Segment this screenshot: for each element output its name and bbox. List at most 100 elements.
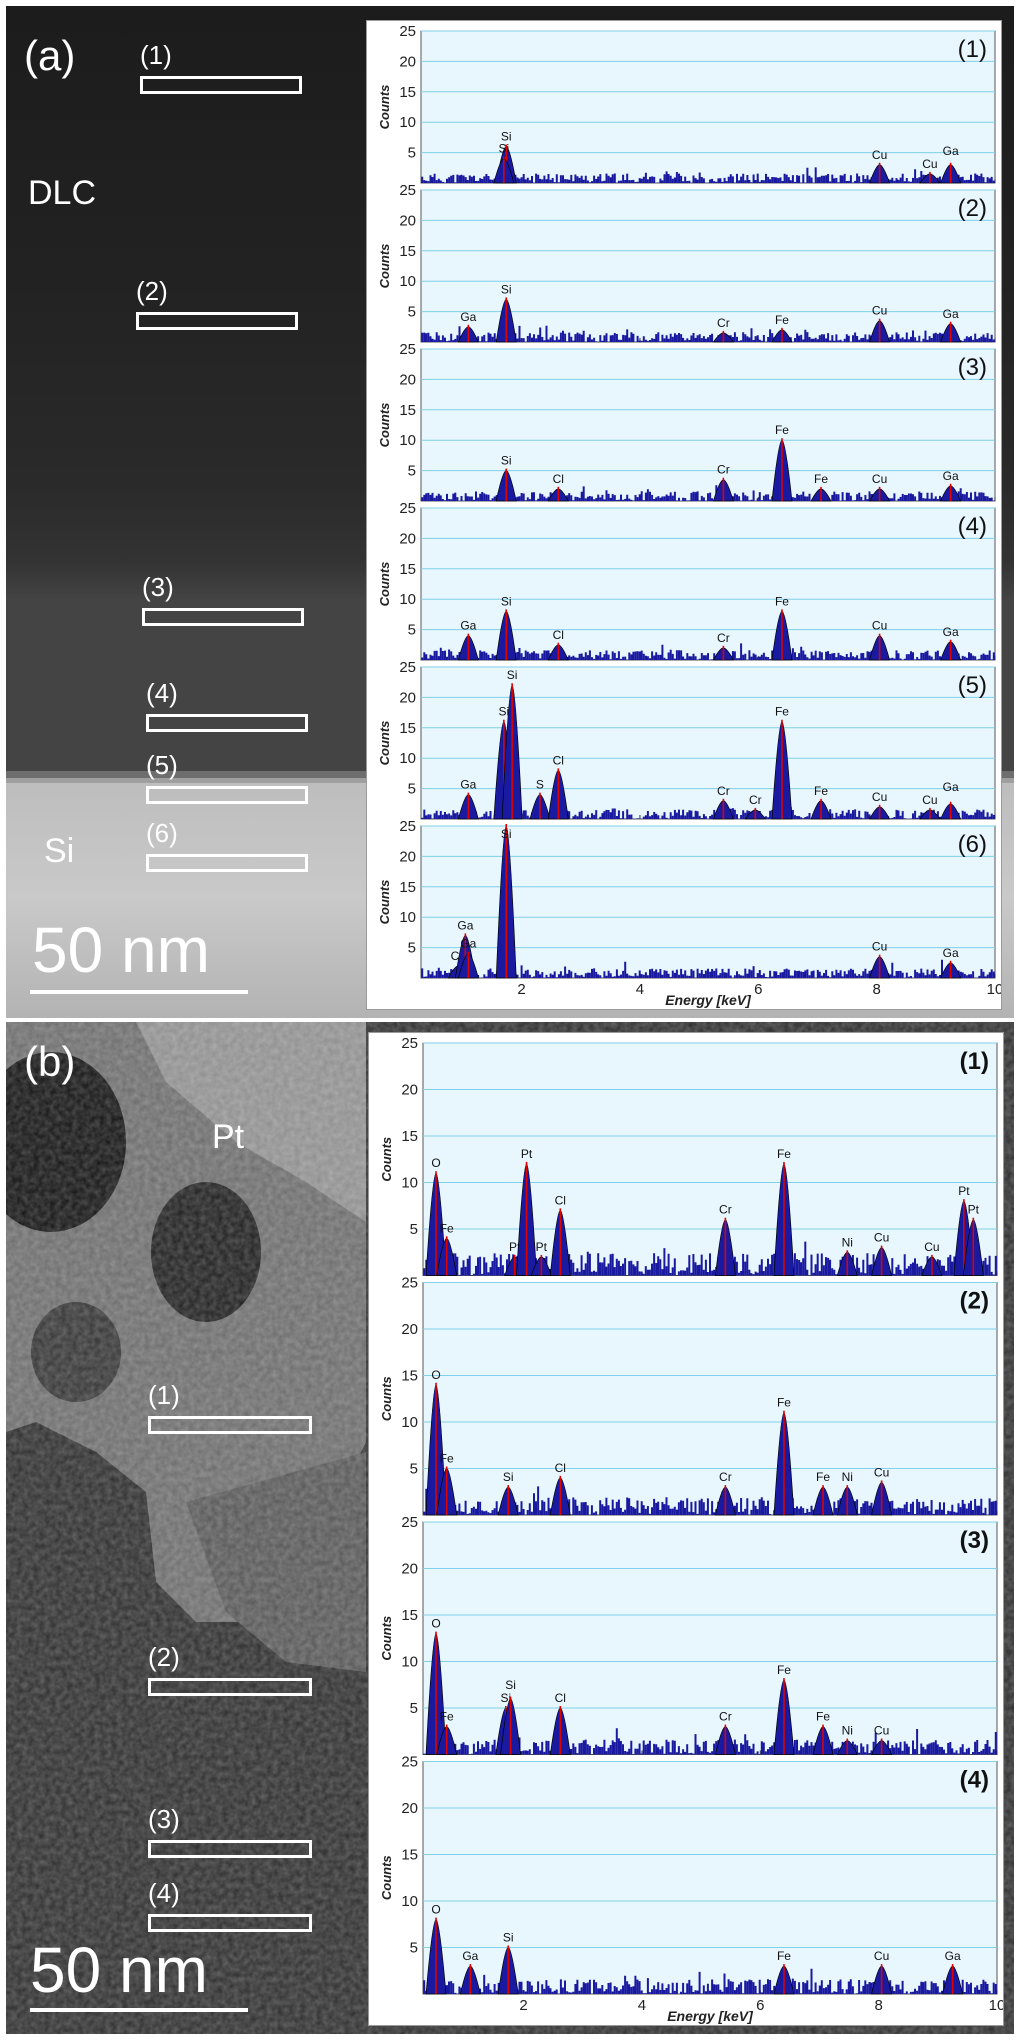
x-tick-label: 4 <box>638 1997 646 2014</box>
peak-label: Ga <box>462 1949 478 1963</box>
plot-area <box>420 189 996 343</box>
y-tick-label: 20 <box>401 1082 418 1099</box>
y-axis-label: Counts <box>379 1616 394 1661</box>
peak-label: Fe <box>814 472 828 486</box>
peak-label: Cl <box>555 1691 566 1705</box>
region-box <box>148 1416 312 1434</box>
peak-label: Fe <box>440 1452 454 1466</box>
peak-label: Ga <box>460 937 476 951</box>
peak-label: O <box>431 1156 440 1170</box>
y-tick-label: 25 <box>401 1754 418 1771</box>
spectrum-label: (1) <box>960 1048 989 1075</box>
peak-label: Si <box>507 668 518 682</box>
pt-layer-label: Pt <box>212 1118 245 1156</box>
peak-label: Fe <box>816 1470 830 1484</box>
y-tick-label: 15 <box>399 84 416 101</box>
y-tick-label: 25 <box>399 659 416 676</box>
peak-label: Ga <box>943 144 959 158</box>
y-axis-label: Counts <box>377 85 392 130</box>
peak-label: Si <box>499 142 510 156</box>
background-counts <box>421 325 995 342</box>
y-tick-label: 10 <box>399 114 416 131</box>
scale-bar <box>30 2008 248 2012</box>
peak-label: Ni <box>842 1470 853 1484</box>
y-tick-label: 25 <box>401 1035 418 1052</box>
y-tick-label: 20 <box>401 1800 418 1817</box>
peak-label: Cl <box>553 472 564 486</box>
peak-label: Fe <box>775 594 789 608</box>
y-axis-label: Counts <box>377 403 392 448</box>
y-tick-label: 10 <box>401 1175 418 1192</box>
x-tick-label: 2 <box>517 981 525 998</box>
spectrum-label: (4) <box>958 513 987 540</box>
region-label: (1) <box>140 40 172 70</box>
peak-label: Cu <box>872 619 887 633</box>
y-tick-label: 25 <box>399 818 416 835</box>
peak-label: Ga <box>943 307 959 321</box>
region-box <box>142 608 304 626</box>
peak-label: Cu <box>872 790 887 804</box>
panel-b-letter: (b) <box>24 1038 76 1085</box>
plot-area <box>420 348 996 502</box>
peak-label: Cr <box>717 463 730 477</box>
y-tick-label: 25 <box>401 1275 418 1292</box>
y-tick-label: 5 <box>408 781 416 798</box>
peak-label: Si <box>501 282 512 296</box>
peak-label: Cu <box>874 1724 889 1738</box>
peak-label: Si <box>499 705 510 719</box>
peak-label: Cu <box>872 940 887 954</box>
y-tick-label: 15 <box>399 720 416 737</box>
peak-label: Cu <box>922 793 937 807</box>
spectrum-3: 5 10 15 20 25 Counts (3) Si Cl Cr Fe Fe Cu Ga <box>377 341 996 502</box>
peak-label: Ga <box>943 469 959 483</box>
x-tick-label: 6 <box>756 1997 764 2014</box>
peak-label: Cr <box>719 1470 732 1484</box>
y-tick-label: 25 <box>399 23 416 40</box>
peak-label: Fe <box>775 313 789 327</box>
y-tick-label: 20 <box>401 1321 418 1338</box>
x-tick-label: 4 <box>636 981 644 998</box>
peak-label: Cr <box>717 631 730 645</box>
peak-label: Cr <box>717 784 730 798</box>
y-tick-label: 10 <box>399 750 416 767</box>
peak-label: Fe <box>775 423 789 437</box>
background-counts <box>421 959 995 978</box>
y-tick-label: 20 <box>399 530 416 547</box>
y-tick-label: 5 <box>410 1940 418 1957</box>
region-box <box>146 786 308 804</box>
plot-area <box>422 1521 998 1755</box>
peak-label: Si <box>501 130 512 144</box>
y-tick-label: 5 <box>408 304 416 321</box>
peak-label: Cu <box>872 304 887 318</box>
panel-a-letter: (a) <box>24 32 76 79</box>
peak-label: Cl <box>553 753 564 767</box>
background-counts <box>423 1486 997 1515</box>
y-tick-label: 20 <box>399 53 416 70</box>
y-tick-label: 10 <box>401 1414 418 1431</box>
plot-area <box>420 30 996 184</box>
peak-label: Cu <box>874 1465 889 1479</box>
peak-label: Si <box>503 1931 514 1945</box>
y-tick-label: 5 <box>410 1461 418 1478</box>
spectrum-label: (2) <box>958 195 987 222</box>
peak-label: Fe <box>440 1710 454 1724</box>
spectrum-label: (6) <box>958 831 987 858</box>
peak-label: Pt <box>968 1203 980 1217</box>
peak-label: Cr <box>717 316 730 330</box>
plot-area <box>422 1761 998 1995</box>
x-tick-label: 10 <box>987 981 1001 998</box>
spectrum-label: (3) <box>960 1527 989 1554</box>
region-label: (6) <box>146 818 178 848</box>
peak-label: Si <box>505 1678 516 1692</box>
peak-label: Cl <box>555 1193 566 1207</box>
x-axis-label: Energy [keV] <box>665 992 752 1008</box>
y-tick-label: 25 <box>399 341 416 358</box>
y-tick-label: 25 <box>399 182 416 199</box>
spectrum-2: 5 10 15 20 25 Counts (2) Ga Si Cr Fe Cu Ga <box>377 182 996 343</box>
peak-label: Fe <box>777 1147 791 1161</box>
spectrum-1: 5 10 15 20 25 Counts (1) O Fe Pt Pt Pt Cl Cr Fe Ni Cu Cu P… <box>379 1035 998 1276</box>
